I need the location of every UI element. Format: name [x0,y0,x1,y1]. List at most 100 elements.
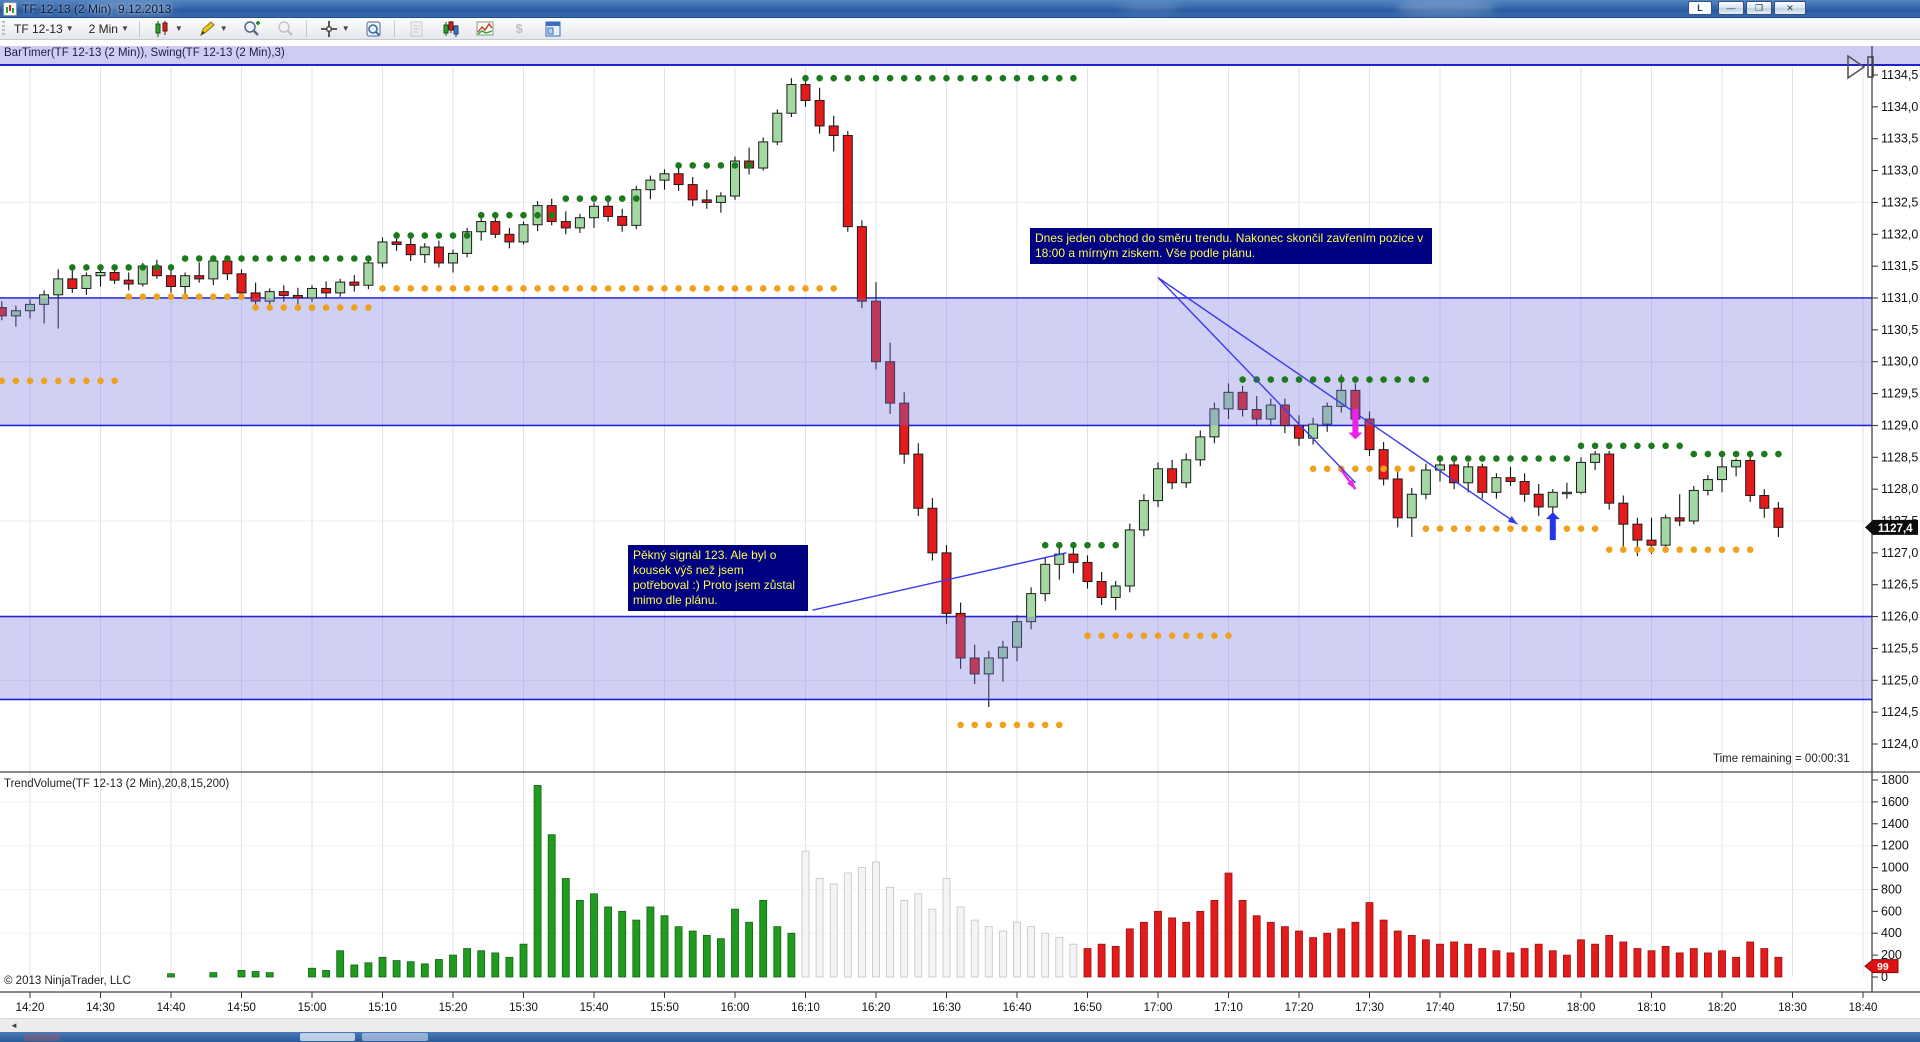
instrument-dropdown[interactable]: TF 12-13 ▼ [8,20,80,38]
swing-low-dot [647,285,654,292]
last-volume-tag-label: 99 [1877,961,1889,973]
drawing-tools-button[interactable]: ▼ [192,18,234,40]
glass-reflection [1395,1,1495,15]
text-annotation-trade-plan[interactable]: Dnes jeden obchod do směru trendu. Nakon… [1030,228,1432,264]
swing-high-dot [1662,442,1669,450]
window-bottom-border [0,1032,1920,1042]
data-box-button[interactable] [359,18,390,40]
mini-chart-button[interactable] [470,18,501,40]
text-annotation-signal[interactable]: Pěkný signál 123. Ale byl o kousek výš n… [628,545,808,611]
volume-bar [745,921,753,978]
report-button[interactable] [402,18,433,40]
candle-body [1604,453,1615,504]
volume-bar [1661,945,1670,978]
swing-high-dot [915,74,922,82]
candle-body [518,224,529,243]
swing-high-dot [1267,376,1275,383]
candle-body [307,287,317,299]
minimize-button[interactable]: — [1718,1,1744,15]
swing-low-dot [1041,721,1049,729]
candle-body [391,241,402,245]
link-window-button[interactable]: L [1688,1,1712,15]
candle-body [1096,581,1107,598]
price-zone[interactable] [0,297,1872,426]
swing-high-dot [985,74,993,82]
swing-low-dot [224,293,231,301]
swing-high-dot [1027,74,1035,82]
cursor-mode-button[interactable]: ▼ [314,18,356,40]
step-forward-icon[interactable] [1847,54,1866,80]
swing-low-dot [1577,525,1585,532]
swing-high-dot [816,74,823,82]
volume-bar [688,930,697,978]
volume-bar [632,919,641,978]
candle-body [1181,459,1192,484]
swing-low-dot [125,293,132,301]
volume-bar [1097,943,1106,978]
swing-low-dot [1436,525,1444,532]
candle-body [1251,408,1262,420]
candle-body [1773,507,1784,528]
price-zone[interactable] [0,616,1872,700]
zoom-out-button[interactable] [271,18,302,40]
scroll-left-icon[interactable]: ◄ [10,1021,18,1030]
restore-button[interactable]: ❐ [1746,1,1772,15]
sell-marker-arrow[interactable] [1348,408,1363,440]
chart-canvas[interactable]: 1134,5 1134,0 1133,5 1133,0 1132,5 1132,0 1131… [0,40,1920,1018]
swing-low-dot [435,285,443,292]
volume-bar [420,963,429,978]
swing-high-dot [1493,455,1500,462]
swing-low-dot [139,293,147,301]
properties-button[interactable] [538,18,569,40]
volume-bar [1689,948,1698,978]
candle-body [166,275,176,288]
swing-high-dot [548,211,555,219]
candle-body [292,294,303,299]
buy-marker-arrow[interactable] [1545,512,1560,541]
volume-bar [787,932,796,978]
volume-bar [322,970,331,978]
swing-low-dot [1521,525,1528,532]
toolbar-grip[interactable] [2,20,5,37]
price-tick-label: 1131,0 [1881,291,1918,305]
volume-bar [1041,932,1050,978]
volume-bar [970,919,979,978]
volume-bar [392,960,401,978]
volume-indicator-label[interactable]: TrendVolume(TF 12-13 (2 Min),20,8,15,200… [4,778,230,790]
chart-area[interactable]: 1134,5 1134,0 1133,5 1133,0 1132,5 1132,0 1131… [0,40,1920,1018]
swing-high-dot [69,264,76,271]
currency-button[interactable]: $ [504,18,535,40]
swing-low-dot [774,285,781,292]
swing-low-dot [999,721,1007,729]
swing-high-dot [125,264,132,271]
chart-trader-button[interactable] [436,18,467,40]
swing-low-dot [195,293,203,301]
price-tick-label: 1129,5 [1881,387,1918,401]
swing-high-dot [1464,455,1472,462]
volume-bar [463,948,472,978]
candle-body [1745,459,1756,497]
zoom-in-button[interactable] [237,18,268,40]
chart-style-button[interactable]: ▼ [147,18,189,40]
swing-low-dot [1464,525,1472,532]
horizontal-scrollbar[interactable]: ◄ [0,1018,1920,1032]
close-button[interactable]: ✕ [1774,1,1806,15]
volume-bar [1027,926,1035,978]
swing-high-dot [1450,455,1458,462]
candle-body [1674,517,1685,522]
swing-high-dot [717,162,725,169]
swing-high-dot [1690,450,1698,458]
swing-high-dot [1338,376,1345,383]
swing-high-dot [1746,450,1754,458]
time-tick-label: 18:00 [1567,1002,1596,1014]
volume-bar [1633,948,1642,978]
swing-high-dot [167,264,175,271]
indicator-label[interactable]: BarTimer(TF 12-13 (2 Min)), Swing(TF 12-… [4,47,285,59]
swing-high-dot [1295,376,1303,383]
volume-bar [815,878,824,978]
interval-dropdown[interactable]: 2 Min ▼ [83,20,135,38]
swing-low-dot [985,721,993,729]
title-bar[interactable]: TF 12-13 (2 Min) 9.12.2013 L — ❐ ✕ [0,0,1920,18]
swing-high-dot [294,255,302,262]
volume-bar [1309,937,1317,978]
